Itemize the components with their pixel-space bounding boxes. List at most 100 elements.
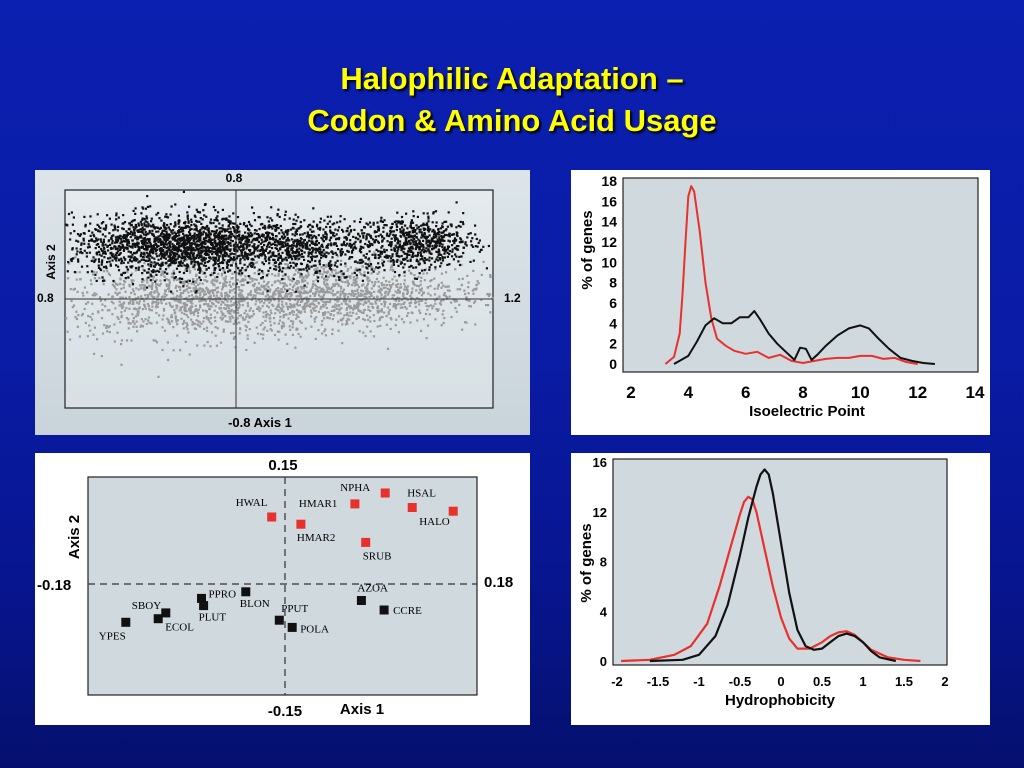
scatter-point bbox=[249, 307, 252, 310]
scatter-point bbox=[395, 279, 398, 282]
scatter-point bbox=[309, 288, 312, 291]
scatter-point bbox=[312, 273, 315, 276]
scatter-point bbox=[73, 287, 76, 290]
scatter-point bbox=[308, 236, 311, 239]
scatter-point bbox=[221, 255, 224, 258]
scatter-point bbox=[279, 288, 282, 291]
scatter-point bbox=[290, 311, 293, 314]
scatter-point bbox=[373, 296, 376, 299]
scatter-point bbox=[342, 274, 345, 277]
scatter-point bbox=[250, 241, 253, 244]
scatter-point bbox=[276, 304, 279, 307]
scatter-point bbox=[353, 306, 356, 309]
scatter-point bbox=[280, 327, 284, 330]
scatter-point bbox=[366, 314, 369, 317]
scatter-point bbox=[324, 284, 327, 287]
scatter-point bbox=[422, 292, 425, 295]
scatter-point bbox=[190, 282, 193, 285]
scatter-point bbox=[238, 254, 241, 257]
scatter-point bbox=[345, 307, 349, 310]
scatter-point bbox=[179, 227, 182, 230]
scatter-point bbox=[383, 305, 386, 308]
scatter-point bbox=[257, 236, 260, 239]
scatter-point bbox=[215, 294, 218, 297]
scatter-point bbox=[281, 297, 284, 300]
scatter-point bbox=[274, 289, 277, 293]
scatter-point bbox=[158, 314, 161, 317]
scatter-point bbox=[205, 280, 209, 283]
scatter-point bbox=[341, 290, 344, 293]
scatter-point bbox=[461, 277, 464, 280]
scatter-point bbox=[316, 289, 319, 292]
scatter-point bbox=[197, 250, 200, 253]
scatter-point bbox=[155, 273, 158, 276]
scatter-point bbox=[92, 233, 95, 236]
scatter-point bbox=[134, 252, 137, 255]
scatter-point bbox=[300, 268, 303, 271]
scatter-point bbox=[90, 283, 93, 286]
scatter-point bbox=[168, 252, 172, 255]
scatter-point bbox=[120, 262, 123, 265]
scatter-point bbox=[311, 249, 314, 252]
scatter-point bbox=[154, 249, 157, 253]
scatter-point bbox=[209, 294, 212, 297]
scatter-point bbox=[207, 249, 210, 252]
scatter-point bbox=[182, 256, 186, 259]
scatter-point bbox=[179, 238, 182, 241]
scatter-point bbox=[141, 217, 144, 220]
scatter-point bbox=[81, 291, 84, 294]
scatter-point bbox=[97, 230, 100, 233]
scatter-point bbox=[474, 288, 477, 291]
scatter-point bbox=[207, 238, 210, 241]
scatter-point bbox=[446, 251, 449, 254]
scatter-point bbox=[276, 265, 279, 269]
scatter-point bbox=[147, 238, 150, 241]
scatter-point bbox=[103, 324, 106, 327]
scatter-point bbox=[249, 294, 253, 297]
scatter-point bbox=[267, 286, 270, 289]
scatter-point bbox=[209, 296, 212, 299]
scatter-point bbox=[116, 315, 119, 319]
scatter-point bbox=[350, 292, 353, 295]
scatter-point bbox=[362, 331, 365, 334]
scatter-point bbox=[390, 265, 393, 268]
scatter-point bbox=[362, 290, 365, 293]
scatter-point bbox=[190, 242, 193, 245]
scatter-point bbox=[188, 353, 191, 356]
scatter-point bbox=[213, 238, 216, 241]
scatter-point bbox=[432, 304, 435, 308]
scatter-point bbox=[100, 222, 103, 225]
scatter-point bbox=[308, 244, 311, 247]
scatter-point bbox=[352, 311, 355, 314]
scatter-point bbox=[350, 306, 353, 310]
scatter-point bbox=[124, 277, 127, 280]
scatter-point bbox=[349, 307, 352, 310]
scatter-point bbox=[334, 306, 337, 309]
scatter-point bbox=[308, 260, 312, 264]
scatter-point bbox=[87, 301, 90, 304]
scatter-point bbox=[176, 257, 179, 260]
scatter-point bbox=[293, 234, 296, 237]
scatter-point bbox=[113, 255, 116, 258]
scatter-point bbox=[198, 282, 201, 285]
scatter-point bbox=[100, 298, 103, 301]
scatter-point bbox=[317, 271, 320, 274]
scatter-point bbox=[393, 220, 396, 224]
scatter-point bbox=[154, 263, 157, 266]
scatter-point bbox=[297, 311, 300, 314]
scatter-point bbox=[206, 253, 209, 256]
scatter-point bbox=[298, 304, 301, 307]
scatter-point bbox=[236, 311, 239, 314]
scatter-point bbox=[462, 223, 465, 226]
scatter-point bbox=[340, 302, 343, 305]
scatter-point bbox=[434, 302, 437, 305]
scatter-point bbox=[383, 300, 386, 303]
scatter-point bbox=[286, 242, 289, 245]
scatter-point bbox=[418, 272, 421, 275]
scatter-point bbox=[156, 262, 159, 265]
scatter-point bbox=[163, 226, 166, 229]
scatter-point bbox=[98, 260, 101, 263]
scatter-point bbox=[99, 226, 102, 230]
scatter-point bbox=[219, 249, 223, 252]
scatter-point bbox=[206, 341, 209, 344]
